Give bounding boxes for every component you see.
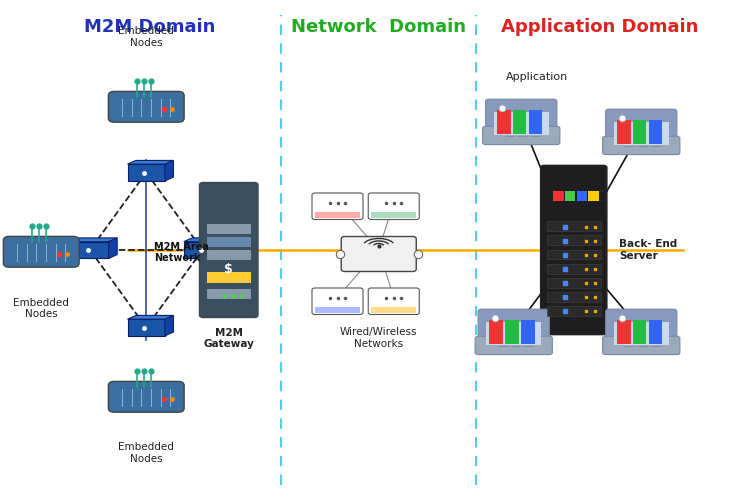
Polygon shape [128,316,173,319]
FancyBboxPatch shape [541,166,607,334]
FancyBboxPatch shape [529,110,542,134]
FancyBboxPatch shape [603,136,680,154]
FancyBboxPatch shape [565,190,575,200]
FancyBboxPatch shape [616,320,631,344]
Polygon shape [184,238,230,242]
FancyBboxPatch shape [494,112,548,136]
FancyBboxPatch shape [606,309,676,350]
FancyBboxPatch shape [616,120,631,144]
FancyBboxPatch shape [547,292,601,302]
Polygon shape [71,242,109,258]
FancyBboxPatch shape [633,320,646,344]
Text: Network  Domain: Network Domain [291,18,466,36]
FancyBboxPatch shape [614,322,669,345]
FancyBboxPatch shape [371,306,416,312]
FancyBboxPatch shape [506,320,519,344]
FancyBboxPatch shape [207,237,251,248]
FancyBboxPatch shape [513,110,526,134]
FancyBboxPatch shape [312,288,363,314]
FancyBboxPatch shape [207,272,251,282]
FancyBboxPatch shape [490,320,503,344]
FancyBboxPatch shape [547,222,601,231]
Polygon shape [165,316,173,336]
Text: Wired/Wireless
Networks: Wired/Wireless Networks [340,328,418,349]
Text: M2M
Gateway: M2M Gateway [203,328,254,349]
FancyBboxPatch shape [603,336,680,354]
FancyBboxPatch shape [606,109,676,150]
FancyBboxPatch shape [486,99,556,140]
FancyBboxPatch shape [371,212,416,218]
FancyBboxPatch shape [341,236,416,272]
FancyBboxPatch shape [553,190,563,200]
Text: M2M Domain: M2M Domain [84,18,216,36]
FancyBboxPatch shape [207,224,251,234]
FancyBboxPatch shape [547,236,601,246]
FancyBboxPatch shape [614,122,669,146]
FancyBboxPatch shape [649,320,662,344]
FancyBboxPatch shape [496,110,511,134]
Text: Embedded
Nodes: Embedded Nodes [118,26,174,48]
FancyBboxPatch shape [547,250,601,260]
FancyBboxPatch shape [478,309,549,350]
FancyBboxPatch shape [476,336,552,354]
FancyBboxPatch shape [368,193,419,220]
Polygon shape [221,238,230,258]
FancyBboxPatch shape [577,190,587,200]
FancyBboxPatch shape [315,306,360,312]
Polygon shape [184,242,221,258]
FancyBboxPatch shape [547,306,601,316]
FancyBboxPatch shape [207,289,251,300]
Text: Embedded
Nodes: Embedded Nodes [118,442,174,464]
FancyBboxPatch shape [589,190,599,200]
FancyBboxPatch shape [482,126,560,144]
Polygon shape [71,238,117,242]
Text: Back- End
Server: Back- End Server [619,239,677,261]
FancyBboxPatch shape [368,288,419,314]
Polygon shape [128,164,165,181]
FancyBboxPatch shape [649,120,662,144]
FancyBboxPatch shape [200,182,258,318]
FancyBboxPatch shape [108,382,184,412]
Text: $: $ [224,263,233,276]
FancyBboxPatch shape [633,120,646,144]
Polygon shape [165,160,173,181]
Polygon shape [128,160,173,164]
FancyBboxPatch shape [315,212,360,218]
FancyBboxPatch shape [207,250,251,260]
FancyBboxPatch shape [487,322,542,345]
Text: Application Domain: Application Domain [501,18,699,36]
FancyBboxPatch shape [108,92,184,122]
Polygon shape [128,319,165,336]
FancyBboxPatch shape [3,236,80,267]
Text: Application: Application [506,72,568,83]
FancyBboxPatch shape [312,193,363,220]
FancyBboxPatch shape [521,320,535,344]
Text: Embedded
Nodes: Embedded Nodes [13,298,69,319]
Polygon shape [109,238,117,258]
Text: M2M Area
Network: M2M Area Network [154,242,209,264]
FancyBboxPatch shape [547,278,601,287]
FancyBboxPatch shape [547,264,601,274]
